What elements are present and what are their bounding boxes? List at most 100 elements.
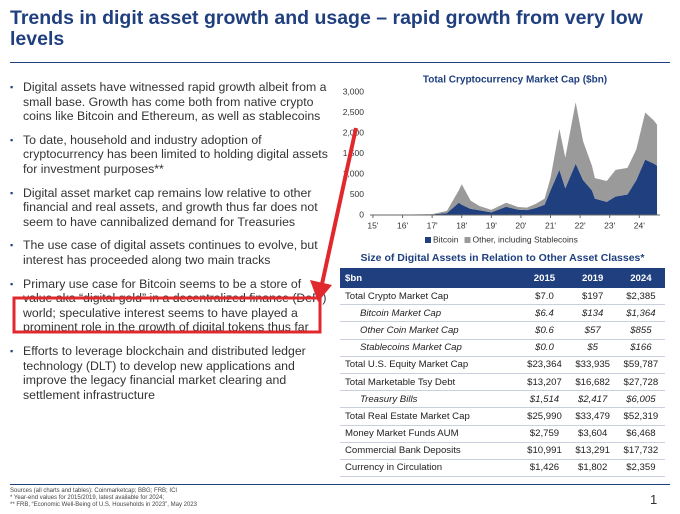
table-cell: $25,990 [520,407,569,426]
table-title: Size of Digital Assets in Relation to Ot… [360,252,645,264]
table-cell: $33,479 [568,407,617,426]
header-cell: 2024 [616,268,665,288]
x-tick-label: 16' [397,220,408,230]
table-cell: $33,935 [568,356,617,374]
x-tick-label: 18' [456,220,467,230]
table-cell: Other Coin Market Cap [340,321,521,340]
table-cell: $5 [568,339,617,357]
table-cell: Bitcoin Market Cap [340,304,521,323]
bullet: Digital assets have witnessed rapid grow… [10,80,330,124]
y-tick-label: 3,000 [343,86,365,96]
x-tick-label: 23' [604,220,615,230]
footnote: * Year-end values for 2015/2019, latest … [10,495,165,501]
area [372,159,658,215]
table-cell: $855 [616,321,665,340]
table-cell: $2,759 [520,425,569,443]
table-cell: $0.6 [520,321,569,340]
table-cell: $197 [568,288,617,306]
table-cell: $57 [568,321,617,340]
bullet: Efforts to leverage blockchain and distr… [10,344,330,402]
table-cell: $13,207 [520,373,569,392]
table-cell: Commercial Bank Deposits [340,442,521,460]
footnote: ** FRB, “Economic Well-Being of U.S. Hou… [10,502,197,508]
table-row: Treasury Bills $1,514 $2,417 $6,005 [340,390,665,409]
table-row: Stablecoins Market Cap $0.0 $5 $166 [340,339,665,357]
table-cell: $13,291 [568,442,617,460]
table-cell: $6,468 [616,425,665,443]
bullet: To date, household and industry adoption… [10,133,330,177]
x-tick-label: 21' [545,220,556,230]
x-tick-label: 17' [427,220,438,230]
y-tick-label: 2,500 [343,107,365,117]
table-cell: $10,991 [520,442,569,460]
table-cell: $3,604 [568,425,617,443]
legend-swatch [425,237,431,243]
table-cell: $7.0 [520,288,569,306]
table-cell: Total U.S. Equity Market Cap [340,356,521,374]
x-tick-label: 24' [634,220,645,230]
table-cell: Money Market Funds AUM [340,425,521,443]
footnotes: Sources (all charts and tables): Coinmar… [10,488,197,509]
table-cell: Total Crypto Market Cap [340,288,521,306]
bullet: Digital asset market cap remains low rel… [10,186,330,230]
legend-label: Other, including Stablecoins [473,234,578,244]
table-cell: $134 [568,304,617,323]
table-row: Commercial Bank Deposits $10,991 $13,291 $1… [340,442,665,460]
table-row: Other Coin Market Cap $0.6 $57 $855 [340,321,665,340]
table-row: Currency in Circulation $1,426 $1,802 $2,35… [340,459,665,478]
title-rule [10,62,670,63]
bullet: The use case of digital assets continues… [10,238,330,267]
y-tick-label: 2,000 [343,127,365,137]
y-tick-label: 500 [350,189,364,199]
table-cell: $0.0 [520,339,569,357]
table-cell: $17,732 [616,442,665,460]
footnote: Sources (all charts and tables): Coinmar… [10,488,178,494]
table-cell: $2,417 [568,390,617,409]
bullet: Primary use case for Bitcoin seems to be… [10,277,330,335]
table-cell: Total Real Estate Market Cap [340,407,521,426]
page-number: 1 [650,492,658,507]
table-cell: $59,787 [616,356,665,374]
legend-label: Bitcoin [433,234,459,244]
table-cell: $166 [616,339,665,357]
table-cell: Total Marketable Tsy Debt [340,373,521,392]
chart-title: Total Cryptocurrency Market Cap ($bn) [423,75,607,86]
table-cell: Treasury Bills [340,390,521,409]
table-row: Total U.S. Equity Market Cap $23,364 $33,9… [340,356,665,374]
y-tick-label: 1,000 [343,168,365,178]
table-cell: $2,385 [616,288,665,306]
table-cell: $1,364 [616,304,665,323]
table-cell: $6.4 [520,304,569,323]
x-tick-label: 22' [575,220,586,230]
footer-rule [10,484,670,485]
table-cell: $1,514 [520,390,569,409]
x-tick-label: 15' [367,220,378,230]
table-cell: $16,682 [568,373,617,392]
header-cell: 2019 [568,268,617,288]
header-cell: 2015 [520,268,569,288]
table-row: Bitcoin Market Cap $6.4 $134 $1,364 [340,304,665,323]
table-cell: Stablecoins Market Cap [340,339,521,357]
table-cell: $23,364 [520,356,569,374]
table-cell: $2,359 [616,459,665,478]
table-cell: $6,005 [616,390,665,409]
y-tick-label: 1,500 [343,148,365,158]
table-cell: $27,728 [616,373,665,392]
table-row: Total Crypto Market Cap $7.0 $197 $2,385 [340,288,665,306]
table-cell: Currency in Circulation [340,459,521,478]
table-row: Total Real Estate Market Cap $25,990 $33,4… [340,407,665,426]
table-header: $bn 2015 2019 2024 [340,268,665,288]
table-cell: $52,319 [616,407,665,426]
table-row: Total Marketable Tsy Debt $13,207 $16,682 $… [340,373,665,392]
y-tick-label: 0 [359,209,364,219]
table-cell: $1,802 [568,459,617,478]
x-tick-label: 19' [486,220,497,230]
header-cell: $bn [340,268,521,288]
table-cell: $1,426 [520,459,569,478]
bullet-list: Digital assets have witnessed rapid grow… [10,80,330,411]
table-row: Money Market Funds AUM $2,759 $3,604 $6,468 [340,425,665,443]
asset-table: $bn 2015 2019 2024 Total Crypto Market Cap $7… [340,268,665,478]
market-cap-chart: Total Cryptocurrency Market Cap ($bn) 0 50… [343,75,660,244]
slide-title: Trends in digit asset growth and usage –… [10,7,643,50]
